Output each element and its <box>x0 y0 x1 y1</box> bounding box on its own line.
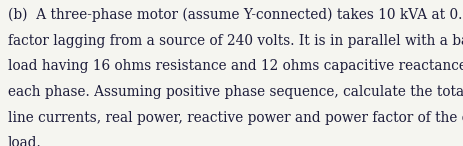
Text: load having 16 ohms resistance and 12 ohms capacitive reactance in series in: load having 16 ohms resistance and 12 oh… <box>8 59 463 73</box>
Text: load.: load. <box>8 137 42 146</box>
Text: (b)  A three-phase motor (assume Y-connected) takes 10 kVA at 0.8 power: (b) A three-phase motor (assume Y-connec… <box>8 8 463 22</box>
Text: each phase. Assuming positive phase sequence, calculate the total volt-ampere,: each phase. Assuming positive phase sequ… <box>8 85 463 99</box>
Text: factor lagging from a source of 240 volts. It is in parallel with a balanced del: factor lagging from a source of 240 volt… <box>8 34 463 48</box>
Text: line currents, real power, reactive power and power factor of the combined: line currents, real power, reactive powe… <box>8 111 463 125</box>
